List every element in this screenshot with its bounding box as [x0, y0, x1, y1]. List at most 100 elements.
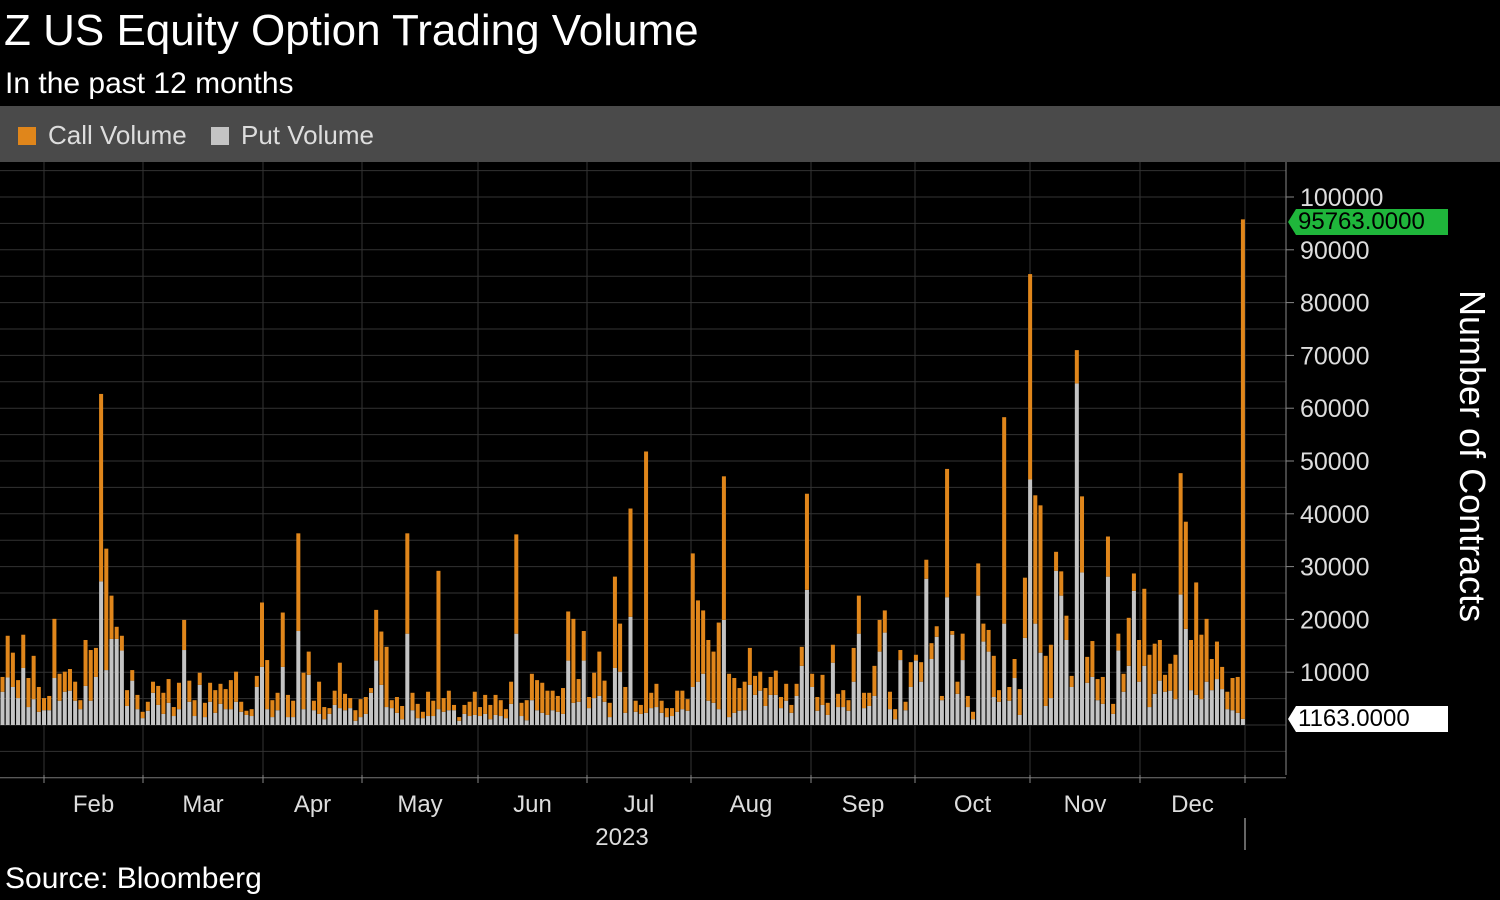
call-bar: [52, 618, 57, 679]
put-bar: [431, 716, 436, 725]
call-bar: [1189, 639, 1194, 691]
put-bar: [981, 641, 986, 725]
call-bar: [996, 690, 1001, 702]
put-bar: [1007, 700, 1012, 725]
call-bar: [1240, 219, 1245, 719]
put-bar: [846, 710, 851, 725]
call-bar: [291, 700, 296, 718]
put-bar: [1059, 595, 1064, 725]
call-bar: [670, 708, 675, 717]
call-bar: [727, 673, 732, 718]
put-bar: [161, 713, 166, 725]
call-bar: [151, 681, 156, 693]
put-bar: [332, 704, 337, 725]
x-tick-label: Apr: [294, 791, 331, 818]
call-bar: [62, 671, 67, 692]
put-bar: [171, 716, 176, 725]
put-bar: [1111, 713, 1116, 725]
put-bar: [550, 710, 555, 725]
put-bar: [509, 703, 514, 725]
call-bar: [10, 652, 15, 687]
put-bar: [275, 710, 280, 725]
call-bar: [166, 679, 171, 703]
put-bar: [612, 667, 617, 725]
put-bar: [986, 651, 991, 725]
call-bar: [929, 643, 934, 659]
call-bar: [690, 553, 695, 687]
put-bar: [649, 708, 654, 725]
legend-item-call[interactable]: Call Volume: [18, 120, 187, 151]
call-bar: [1152, 643, 1157, 694]
call-bar: [654, 683, 659, 708]
y-tick-label: 30000: [1300, 554, 1370, 582]
put-bar: [529, 700, 534, 725]
call-bar: [218, 683, 223, 704]
put-bar: [825, 714, 830, 725]
put-bar: [218, 703, 223, 725]
put-bar: [1137, 681, 1142, 725]
call-bar: [384, 646, 389, 708]
call-bar: [135, 694, 140, 710]
call-bar: [509, 681, 514, 704]
call-bar: [825, 702, 830, 715]
call-bar: [571, 618, 576, 703]
put-bar: [498, 716, 503, 725]
put-bar: [887, 709, 892, 725]
put-bar: [555, 711, 560, 725]
put-bar: [503, 718, 508, 725]
put-bar: [353, 720, 358, 725]
put-bar: [799, 665, 804, 725]
put-bar: [815, 710, 820, 725]
call-bar: [1235, 676, 1240, 713]
call-bar: [483, 694, 488, 714]
call-bar: [78, 700, 83, 710]
call-bar: [1225, 691, 1230, 710]
put-bar: [88, 700, 93, 725]
call-bar: [576, 679, 581, 702]
call-bar: [623, 686, 628, 713]
call-bar: [503, 709, 508, 719]
put-bar: [960, 660, 965, 725]
put-bar: [571, 702, 576, 725]
put-bar: [1022, 637, 1027, 725]
y-tick-label: 90000: [1300, 237, 1370, 265]
put-bar: [488, 719, 493, 725]
put-bar: [618, 671, 623, 725]
call-bar: [924, 559, 929, 579]
put-bar: [322, 719, 327, 725]
put-bar: [623, 712, 628, 725]
call-bar: [804, 493, 809, 590]
put-bar: [410, 710, 415, 725]
put-bar: [524, 720, 529, 725]
call-bar: [327, 708, 332, 714]
y-axis-label: Number of Contracts: [1452, 290, 1493, 623]
call-bar: [836, 693, 841, 708]
call-bar: [176, 682, 181, 710]
put-bar: [945, 597, 950, 725]
call-bar: [389, 700, 394, 709]
call-bar: [758, 671, 763, 691]
call-bar: [524, 700, 529, 721]
put-bar: [280, 666, 285, 725]
put-bar: [1235, 712, 1240, 725]
put-bar: [306, 674, 311, 725]
call-bar: [887, 691, 892, 710]
call-bar: [981, 623, 986, 642]
call-bar: [493, 694, 498, 715]
call-bar: [898, 650, 903, 661]
call-bar: [239, 701, 244, 712]
call-bar: [965, 695, 970, 708]
put-bar: [732, 712, 737, 725]
call-bar: [93, 647, 98, 677]
legend-item-put[interactable]: Put Volume: [211, 120, 374, 151]
put-bar: [1199, 699, 1204, 725]
call-bar: [1220, 666, 1225, 690]
put-bar: [950, 634, 955, 725]
call-bar: [275, 692, 280, 711]
x-tick-label: Aug: [730, 791, 773, 818]
call-bar: [140, 711, 145, 719]
put-bar: [1048, 698, 1053, 725]
put-bar: [877, 651, 882, 725]
call-bar: [908, 662, 913, 687]
call-bar: [1199, 634, 1204, 700]
